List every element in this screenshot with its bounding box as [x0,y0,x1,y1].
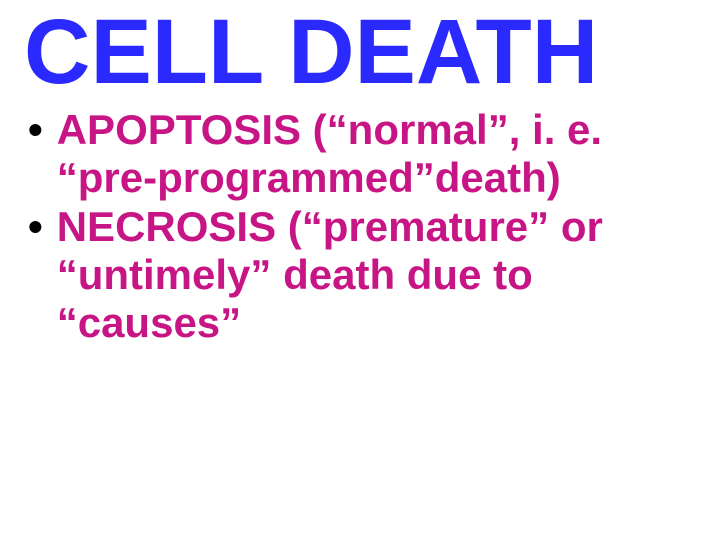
bullet-marker: • [28,203,57,251]
bullet-text: NECROSIS (“premature” or “untimely” deat… [57,203,692,348]
slide: CELL DEATH • APOPTOSIS (“normal”, i. e. … [0,0,720,540]
bullet-marker: • [28,106,57,154]
bullet-item: • APOPTOSIS (“normal”, i. e. “pre-progra… [28,106,692,203]
slide-title: CELL DEATH [24,0,696,98]
bullet-text: APOPTOSIS (“normal”, i. e. “pre-programm… [57,106,692,203]
bullet-item: • NECROSIS (“premature” or “untimely” de… [28,203,692,348]
bullet-list: • APOPTOSIS (“normal”, i. e. “pre-progra… [24,106,696,347]
